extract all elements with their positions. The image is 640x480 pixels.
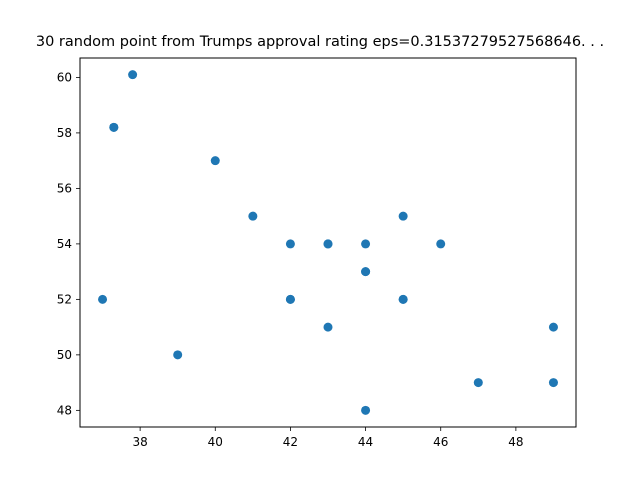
x-tick-label: 40: [208, 435, 223, 449]
data-point: [398, 294, 408, 304]
data-point: [323, 239, 333, 249]
data-point: [436, 239, 446, 249]
x-tick-label: 48: [508, 435, 523, 449]
data-point: [248, 211, 258, 221]
data-point: [173, 350, 183, 360]
y-tick-label: 60: [57, 70, 72, 84]
y-axis-ticks: 48 50 52 54 56 58 60: [57, 70, 80, 417]
data-point: [98, 294, 108, 304]
data-point: [285, 294, 295, 304]
x-tick-label: 42: [283, 435, 298, 449]
plot-frame: [79, 57, 577, 428]
points-layer: [98, 70, 558, 415]
data-point: [473, 378, 483, 388]
data-point: [548, 378, 558, 388]
chart-title: 30 random point from Trumps approval rat…: [35, 34, 605, 50]
y-tick-label: 50: [57, 348, 72, 362]
x-tick-label: 46: [433, 435, 448, 449]
x-tick-label: 38: [132, 435, 147, 449]
x-axis-ticks: 38 40 42 44 46 48: [132, 427, 524, 449]
data-point: [128, 70, 138, 80]
data-point: [548, 322, 558, 332]
data-point: [323, 322, 333, 332]
data-point: [398, 211, 408, 221]
y-tick-label: 48: [57, 403, 72, 417]
data-point: [361, 267, 371, 277]
y-tick-label: 56: [57, 181, 72, 195]
data-point: [210, 156, 220, 166]
data-point: [361, 239, 371, 249]
data-point: [109, 122, 119, 132]
data-point: [285, 239, 295, 249]
y-tick-label: 52: [57, 292, 72, 306]
y-tick-label: 54: [57, 237, 72, 251]
y-tick-label: 58: [57, 126, 72, 140]
data-point: [361, 405, 371, 415]
x-tick-label: 44: [358, 435, 373, 449]
